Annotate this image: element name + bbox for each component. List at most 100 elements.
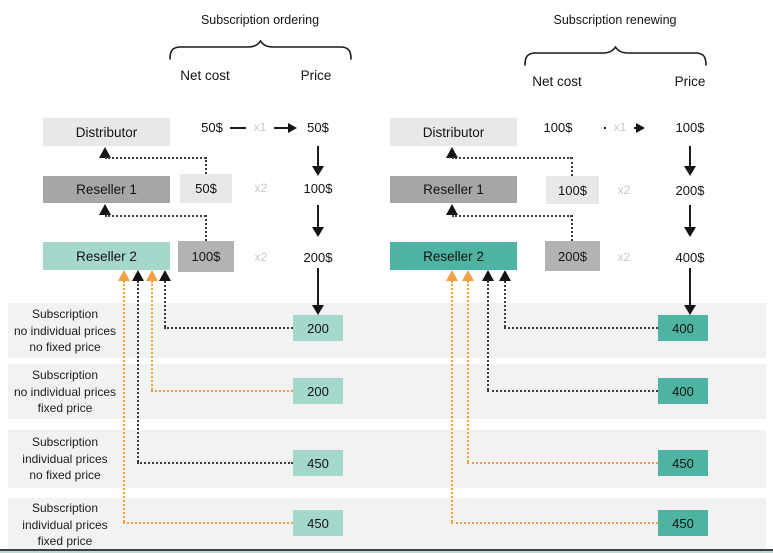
row-label-line: Subscription xyxy=(31,307,99,321)
ordering-distributor-price: 50$ xyxy=(307,120,329,135)
subscription-connector-orange xyxy=(151,281,153,390)
row-label-line: fixed price xyxy=(37,401,93,415)
ordering-reseller1-net-cost-box: 50$ xyxy=(180,174,232,203)
renewing-brace xyxy=(524,46,707,66)
net-cost-dotted-connector xyxy=(452,215,572,217)
ordering-result-box: 200 xyxy=(293,378,343,404)
renewing-reseller2-net-cost-box: 200$ xyxy=(545,241,600,271)
ordering-price-header: Price xyxy=(300,68,332,83)
ordering-reseller1-price: 100$ xyxy=(303,181,333,196)
ordering-distributor-box: Distributor xyxy=(43,118,170,146)
row-label-line: no fixed price xyxy=(29,340,101,354)
price-flow-arrow-line xyxy=(689,205,691,227)
net-cost-dotted-connector xyxy=(571,157,573,176)
up-arrowhead-icon xyxy=(499,270,511,281)
subscription-row-label: Subscription no individual prices fixed … xyxy=(8,367,122,417)
ordering-result-box: 450 xyxy=(293,510,343,536)
right-arrowhead-icon xyxy=(636,123,645,133)
price-flow-arrow-line xyxy=(689,268,691,305)
row-label-line: no individual prices xyxy=(13,384,117,399)
up-arrowhead-icon xyxy=(99,204,111,215)
subscription-row-background xyxy=(8,303,766,358)
renewing-distributor-net-cost: 100$ xyxy=(543,120,573,135)
price-flow-arrow-line xyxy=(317,146,319,166)
subscription-connector-black xyxy=(137,281,139,462)
subscription-connector-orange xyxy=(451,522,658,524)
renewing-distributor-box: Distributor xyxy=(390,118,517,146)
up-arrowhead-icon xyxy=(482,270,494,281)
subscription-connector-orange xyxy=(123,281,125,522)
subscription-row-label: Subscription individual prices fixed pri… xyxy=(8,500,122,550)
renewing-price-header: Price xyxy=(674,74,706,89)
net-cost-dotted-connector xyxy=(452,157,572,159)
ordering-distributor-net-cost: 50$ xyxy=(201,120,223,135)
renewing-reseller1-net-cost-box: 100$ xyxy=(546,176,599,204)
up-arrowhead-icon xyxy=(446,147,458,158)
renewing-result-box: 450 xyxy=(658,450,708,476)
subscription-connector-black xyxy=(164,281,166,327)
renewing-reseller2-price: 400$ xyxy=(675,250,705,265)
row-label-line: Subscription xyxy=(31,435,99,449)
subscription-connector-orange xyxy=(467,281,469,462)
down-arrowhead-icon xyxy=(684,227,696,237)
subscription-row-label: Subscription no individual prices no fix… xyxy=(8,306,122,356)
net-cost-dotted-connector xyxy=(205,215,207,241)
ordering-result-box: 450 xyxy=(293,450,343,476)
subscription-connector-black xyxy=(164,327,293,329)
price-flow-arrow-line xyxy=(689,146,691,166)
subscription-connector-orange xyxy=(151,390,293,392)
subscription-connector-black xyxy=(487,390,658,392)
ordering-reseller2-multiplier: x2 xyxy=(247,250,275,264)
up-arrowhead-orange-icon xyxy=(446,270,458,281)
net-cost-dotted-connector xyxy=(205,157,207,174)
renewing-result-box: 450 xyxy=(658,510,708,536)
renewing-result-box: 400 xyxy=(658,315,708,341)
renewing-reseller1-multiplier: x2 xyxy=(610,183,638,197)
renewing-result-box: 400 xyxy=(658,378,708,404)
renewing-title: Subscription renewing xyxy=(553,13,677,27)
up-arrowhead-icon xyxy=(446,204,458,215)
ordering-net-cost-header: Net cost xyxy=(180,68,230,83)
row-label-line: Subscription xyxy=(31,368,99,382)
down-arrowhead-icon xyxy=(684,305,696,315)
ordering-title: Subscription ordering xyxy=(200,13,320,27)
subscription-connector-orange xyxy=(123,522,293,524)
right-arrowhead-icon xyxy=(288,123,297,133)
row-label-line: no fixed price xyxy=(29,468,101,482)
ordering-reseller2-box: Reseller 2 xyxy=(43,242,170,270)
up-arrowhead-icon xyxy=(159,270,171,281)
row-label-line: fixed price xyxy=(37,534,93,548)
up-arrowhead-orange-icon xyxy=(118,270,130,281)
subscription-connector-black xyxy=(137,462,293,464)
subscription-connector-black xyxy=(504,327,658,329)
ordering-brace xyxy=(169,40,352,60)
ordering-reseller1-box: Reseller 1 xyxy=(43,176,170,203)
ordering-result-box: 200 xyxy=(293,315,343,341)
up-arrowhead-orange-icon xyxy=(462,270,474,281)
down-arrowhead-icon xyxy=(684,166,696,176)
subscription-connector-black xyxy=(487,281,489,390)
net-cost-dotted-connector xyxy=(571,215,573,241)
down-arrowhead-icon xyxy=(312,305,324,315)
net-cost-dotted-connector xyxy=(105,215,206,217)
row-label-line: no individual prices xyxy=(13,323,117,338)
row-label-line: individual prices xyxy=(22,451,108,466)
ordering-reseller2-price: 200$ xyxy=(303,250,333,265)
down-arrowhead-icon xyxy=(312,227,324,237)
subscription-row-label: Subscription individual prices no fixed … xyxy=(8,434,122,484)
ordering-reseller1-multiplier: x2 xyxy=(247,181,275,195)
row-label-line: individual prices xyxy=(22,517,108,532)
renewing-reseller1-box: Reseller 1 xyxy=(390,176,517,203)
up-arrowhead-icon xyxy=(132,270,144,281)
bottom-edge-line xyxy=(0,549,773,551)
renewing-distributor-price: 100$ xyxy=(675,120,705,135)
ordering-reseller2-net-cost-box: 100$ xyxy=(178,241,234,272)
subscription-connector-black xyxy=(504,281,506,327)
ordering-distributor-multiplier: x1 xyxy=(246,120,274,134)
subscription-connector-orange xyxy=(467,462,658,464)
renewing-reseller2-box: Reseller 2 xyxy=(390,242,517,270)
renewing-reseller2-multiplier: x2 xyxy=(610,250,638,264)
subscription-row-background xyxy=(8,430,766,488)
renewing-net-cost-header: Net cost xyxy=(532,74,582,89)
